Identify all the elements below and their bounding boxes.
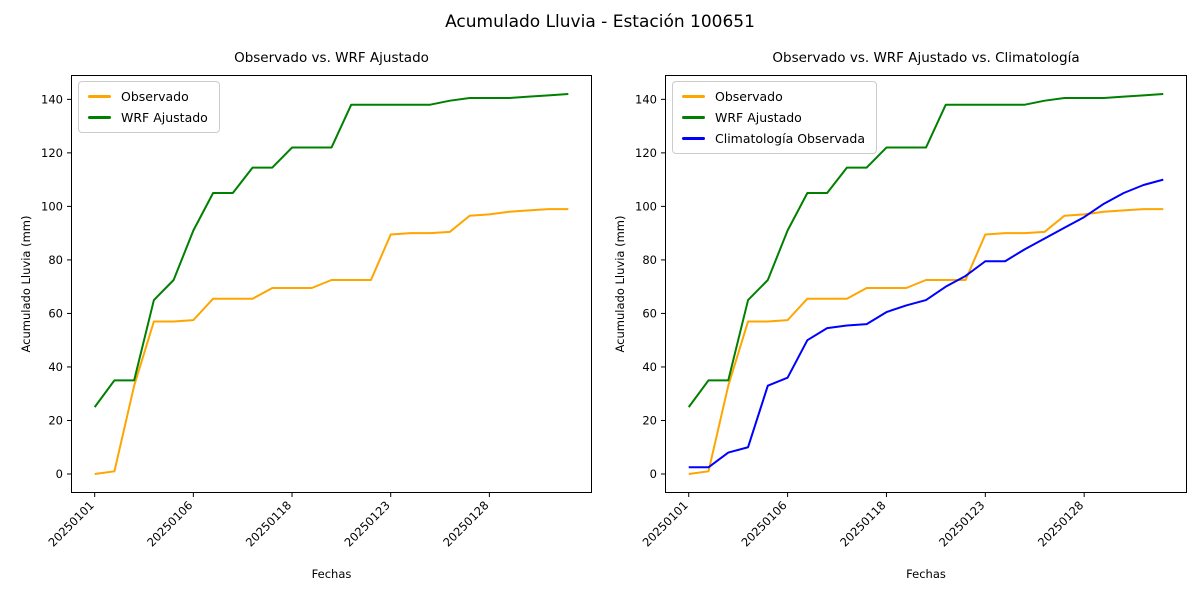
x-tick-label: 20250128 — [440, 498, 491, 549]
x-tick-label: 20250123 — [936, 498, 987, 549]
series-line-observado — [94, 208, 569, 475]
y-tick-label: 0 — [56, 467, 63, 481]
y-tick-label: 120 — [635, 146, 657, 160]
legend-line-swatch — [88, 116, 111, 119]
axes-frame — [71, 75, 592, 493]
x-tick-label: 20250106 — [144, 498, 195, 549]
x-tick-label: 20250101 — [640, 498, 691, 549]
x-tick-label: 20250123 — [342, 498, 393, 549]
legend-label: Observado — [715, 89, 783, 104]
y-tick-label: 60 — [642, 306, 657, 320]
x-tick-label: 20250118 — [243, 498, 294, 549]
legend-line-swatch — [682, 95, 705, 98]
x-axis-label: Fechas — [311, 567, 352, 581]
y-tick-label: 60 — [48, 306, 63, 320]
x-tick-label: 20250101 — [46, 498, 97, 549]
y-tick-label: 120 — [41, 146, 63, 160]
y-tick-label: 40 — [48, 360, 63, 374]
legend-line-swatch — [88, 95, 111, 98]
x-tick-label: 20250128 — [1035, 498, 1086, 549]
x-tick-label: 20250106 — [738, 498, 789, 549]
y-tick-label: 40 — [642, 360, 657, 374]
figure-suptitle: Acumulado Lluvia - Estación 100651 — [445, 12, 755, 32]
y-tick-label: 80 — [48, 253, 63, 267]
plot-area: 0 20 40 60 80 100 120 140 20250101 20250106 202501… — [635, 75, 1187, 550]
y-tick-label: 100 — [635, 199, 657, 213]
series-line-wrf-ajustado — [93, 93, 569, 408]
y-tick-label: 20 — [642, 413, 657, 427]
axes-frame — [665, 75, 1187, 493]
series-line-wrf-ajustado — [687, 93, 1164, 408]
y-tick-label: 140 — [635, 92, 657, 106]
legend-line-swatch — [682, 137, 705, 140]
plot-area: 0 20 40 60 80 100 120 140 20250101 20250106 202501… — [41, 75, 592, 550]
legend-label: Observado — [121, 89, 189, 104]
series-line-observado — [688, 208, 1164, 475]
x-axis-label: Fechas — [906, 567, 946, 581]
y-tick-label: 80 — [642, 253, 657, 267]
y-tick-label: 0 — [650, 467, 657, 481]
y-axis-label: Acumulado Lluvia (mm) — [19, 215, 33, 353]
plot-title: Observado vs. WRF Ajustado vs. Climatolo… — [772, 50, 1080, 66]
legend-item-wrf-ajustado: WRF Ajustado — [682, 110, 865, 125]
legend-label: WRF Ajustado — [121, 110, 208, 125]
legend: Observado WRF Ajustado — [78, 81, 220, 133]
legend-item-observado: Observado — [88, 89, 208, 104]
legend-label: Climatología Observada — [715, 131, 865, 146]
y-tick-label: 140 — [41, 92, 63, 106]
series-line-climatologia-observada — [688, 178, 1164, 469]
legend-item-observado: Observado — [682, 89, 865, 104]
y-tick-label: 20 — [48, 413, 63, 427]
y-axis-label: Acumulado Lluvia (mm) — [613, 215, 627, 353]
x-tick-label: 20250118 — [837, 498, 888, 549]
axes-canvas: 0 20 40 60 80 100 120 140 20250101 20250106 202501… — [41, 75, 592, 550]
legend-line-swatch — [682, 116, 705, 119]
legend-item-wrf-ajustado: WRF Ajustado — [88, 110, 208, 125]
y-tick-label: 100 — [41, 199, 63, 213]
plot-title: Observado vs. WRF Ajustado — [234, 50, 429, 66]
legend: Observado WRF Ajustado Climatología Observ… — [672, 81, 877, 154]
legend-item-climatologia-observada: Climatología Observada — [682, 131, 865, 146]
legend-label: WRF Ajustado — [715, 110, 802, 125]
